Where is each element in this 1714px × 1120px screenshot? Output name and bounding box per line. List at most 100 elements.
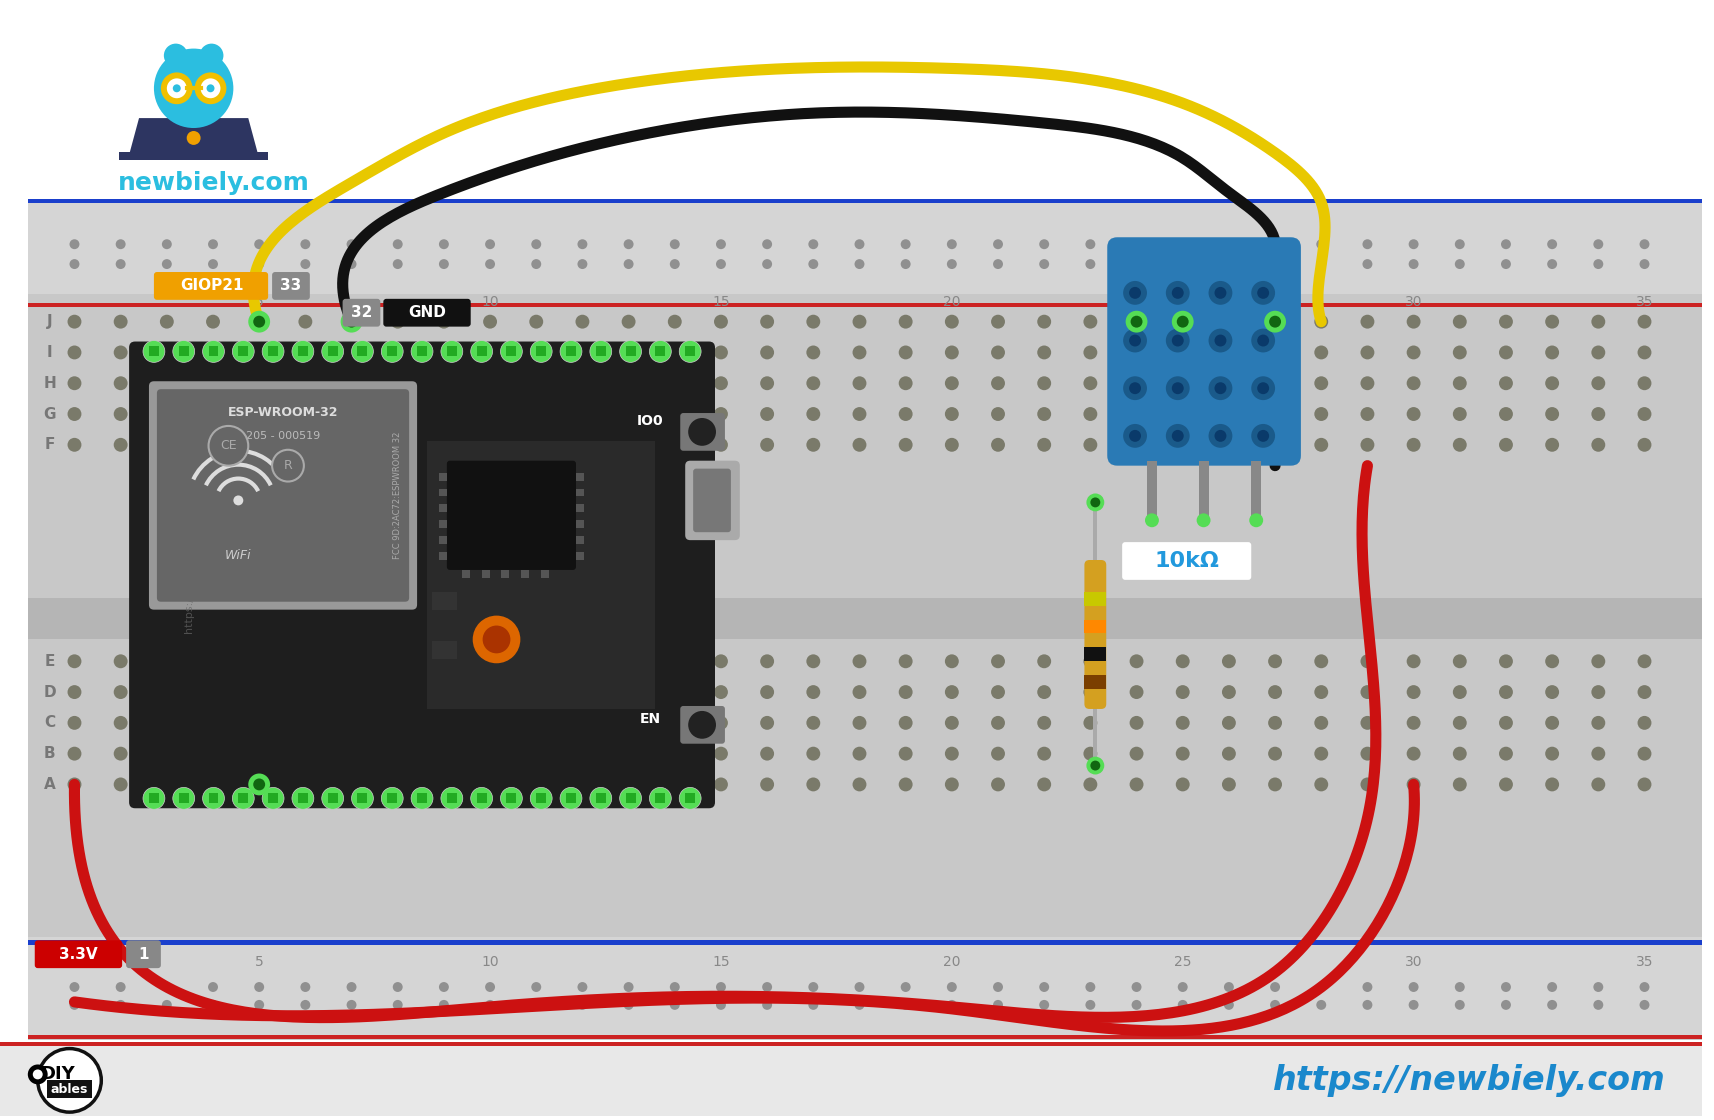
Text: WiFi: WiFi [225, 549, 252, 561]
Bar [0, 1042, 1702, 1046]
Circle shape [1409, 240, 1419, 249]
Circle shape [576, 376, 590, 390]
Circle shape [715, 716, 728, 730]
Circle shape [1087, 494, 1104, 512]
Circle shape [1594, 240, 1603, 249]
Circle shape [852, 407, 867, 421]
Circle shape [1407, 777, 1421, 792]
Circle shape [715, 376, 728, 390]
Circle shape [1268, 654, 1282, 669]
Circle shape [252, 315, 266, 328]
Circle shape [206, 654, 219, 669]
Circle shape [650, 787, 672, 810]
Circle shape [351, 787, 374, 810]
Bar [439, 552, 447, 560]
Circle shape [531, 240, 542, 249]
Circle shape [1196, 513, 1210, 528]
Bar [576, 552, 584, 560]
Circle shape [440, 340, 463, 363]
Bar [120, 152, 267, 160]
Circle shape [900, 240, 910, 249]
Circle shape [991, 777, 1004, 792]
Circle shape [437, 345, 451, 360]
Text: 5: 5 [255, 955, 264, 969]
Circle shape [668, 315, 682, 328]
Circle shape [1453, 407, 1467, 421]
Circle shape [202, 787, 225, 810]
Circle shape [898, 315, 912, 328]
Circle shape [300, 1000, 310, 1010]
Circle shape [716, 1000, 727, 1010]
Bar [27, 598, 1702, 640]
Circle shape [393, 240, 403, 249]
Circle shape [900, 1000, 910, 1010]
Circle shape [1172, 335, 1184, 346]
Circle shape [1270, 240, 1280, 249]
Text: 30: 30 [1405, 955, 1423, 969]
Circle shape [1172, 287, 1184, 299]
Circle shape [809, 259, 818, 269]
Circle shape [159, 407, 173, 421]
Circle shape [207, 259, 218, 269]
Circle shape [1130, 382, 1142, 394]
Circle shape [761, 315, 775, 328]
Bar [502, 570, 509, 578]
Text: I: I [46, 345, 53, 360]
Bar [1085, 675, 1106, 689]
Circle shape [1315, 407, 1328, 421]
Circle shape [206, 747, 219, 760]
Circle shape [1453, 747, 1467, 760]
Circle shape [1315, 716, 1328, 730]
Circle shape [437, 716, 451, 730]
Circle shape [898, 407, 912, 421]
Circle shape [852, 716, 867, 730]
Circle shape [252, 685, 266, 699]
Circle shape [262, 340, 285, 363]
Circle shape [1085, 240, 1095, 249]
Bar [439, 504, 447, 512]
Bar [0, 3, 1702, 193]
Circle shape [1361, 716, 1375, 730]
Circle shape [530, 685, 543, 699]
Circle shape [590, 340, 612, 363]
Circle shape [624, 982, 634, 992]
Circle shape [345, 654, 358, 669]
Circle shape [679, 787, 701, 810]
Bar [327, 346, 338, 356]
Bar [358, 793, 367, 803]
Circle shape [1037, 716, 1051, 730]
Circle shape [252, 777, 266, 792]
Circle shape [715, 747, 728, 760]
Circle shape [439, 240, 449, 249]
Circle shape [622, 777, 636, 792]
FancyBboxPatch shape [273, 272, 310, 300]
Circle shape [300, 240, 310, 249]
Text: 10kΩ: 10kΩ [1154, 551, 1219, 571]
Text: 32: 32 [351, 306, 372, 320]
Circle shape [1363, 982, 1373, 992]
Circle shape [530, 777, 543, 792]
Circle shape [254, 259, 264, 269]
Circle shape [1637, 438, 1652, 451]
Circle shape [1039, 982, 1049, 992]
Circle shape [252, 376, 266, 390]
FancyBboxPatch shape [692, 468, 730, 532]
Circle shape [298, 747, 312, 760]
Circle shape [1208, 281, 1232, 305]
Circle shape [1591, 345, 1606, 360]
Circle shape [1039, 240, 1049, 249]
Circle shape [1130, 747, 1143, 760]
Circle shape [900, 982, 910, 992]
Circle shape [1409, 1000, 1419, 1010]
Circle shape [668, 407, 682, 421]
Circle shape [622, 685, 636, 699]
Circle shape [1145, 513, 1159, 528]
Circle shape [1130, 438, 1143, 451]
Text: 35: 35 [1635, 295, 1654, 309]
Circle shape [1500, 685, 1513, 699]
Circle shape [1407, 438, 1421, 451]
Circle shape [590, 787, 612, 810]
Circle shape [1268, 407, 1282, 421]
Text: 33: 33 [281, 279, 302, 293]
Circle shape [1083, 407, 1097, 421]
